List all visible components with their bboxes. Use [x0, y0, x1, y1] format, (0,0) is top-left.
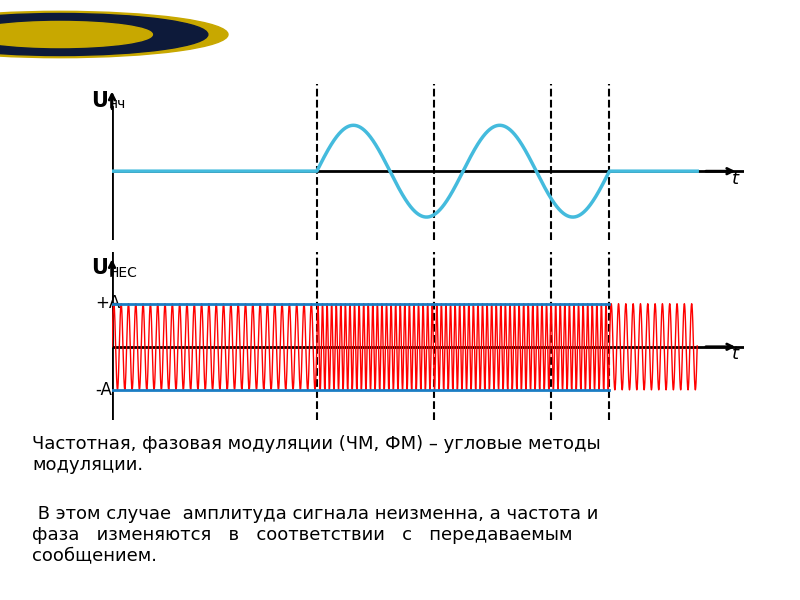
- Text: U: U: [91, 259, 108, 278]
- Text: -A: -A: [96, 381, 113, 399]
- Text: t: t: [732, 170, 739, 188]
- Text: t: t: [732, 345, 739, 363]
- Text: U: U: [91, 91, 108, 111]
- Text: В этом случае  амплитуда сигнала неизменна, а частота и
фаза   изменяются   в   : В этом случае амплитуда сигнала неизменн…: [32, 505, 598, 565]
- Ellipse shape: [0, 22, 152, 47]
- Text: НЕС: НЕС: [109, 266, 138, 280]
- Text: Частотная, фазовая модуляции (ЧМ, ФМ) – угловые методы
модуляции.: Частотная, фазовая модуляции (ЧМ, ФМ) – …: [32, 435, 601, 474]
- Text: нч: нч: [109, 97, 126, 111]
- Text: +A: +A: [96, 294, 121, 312]
- Text: УГЛОВАЯ   МОДУЛЯЦИЯ: УГЛОВАЯ МОДУЛЯЦИЯ: [245, 19, 635, 47]
- Ellipse shape: [0, 11, 228, 58]
- Ellipse shape: [0, 13, 208, 56]
